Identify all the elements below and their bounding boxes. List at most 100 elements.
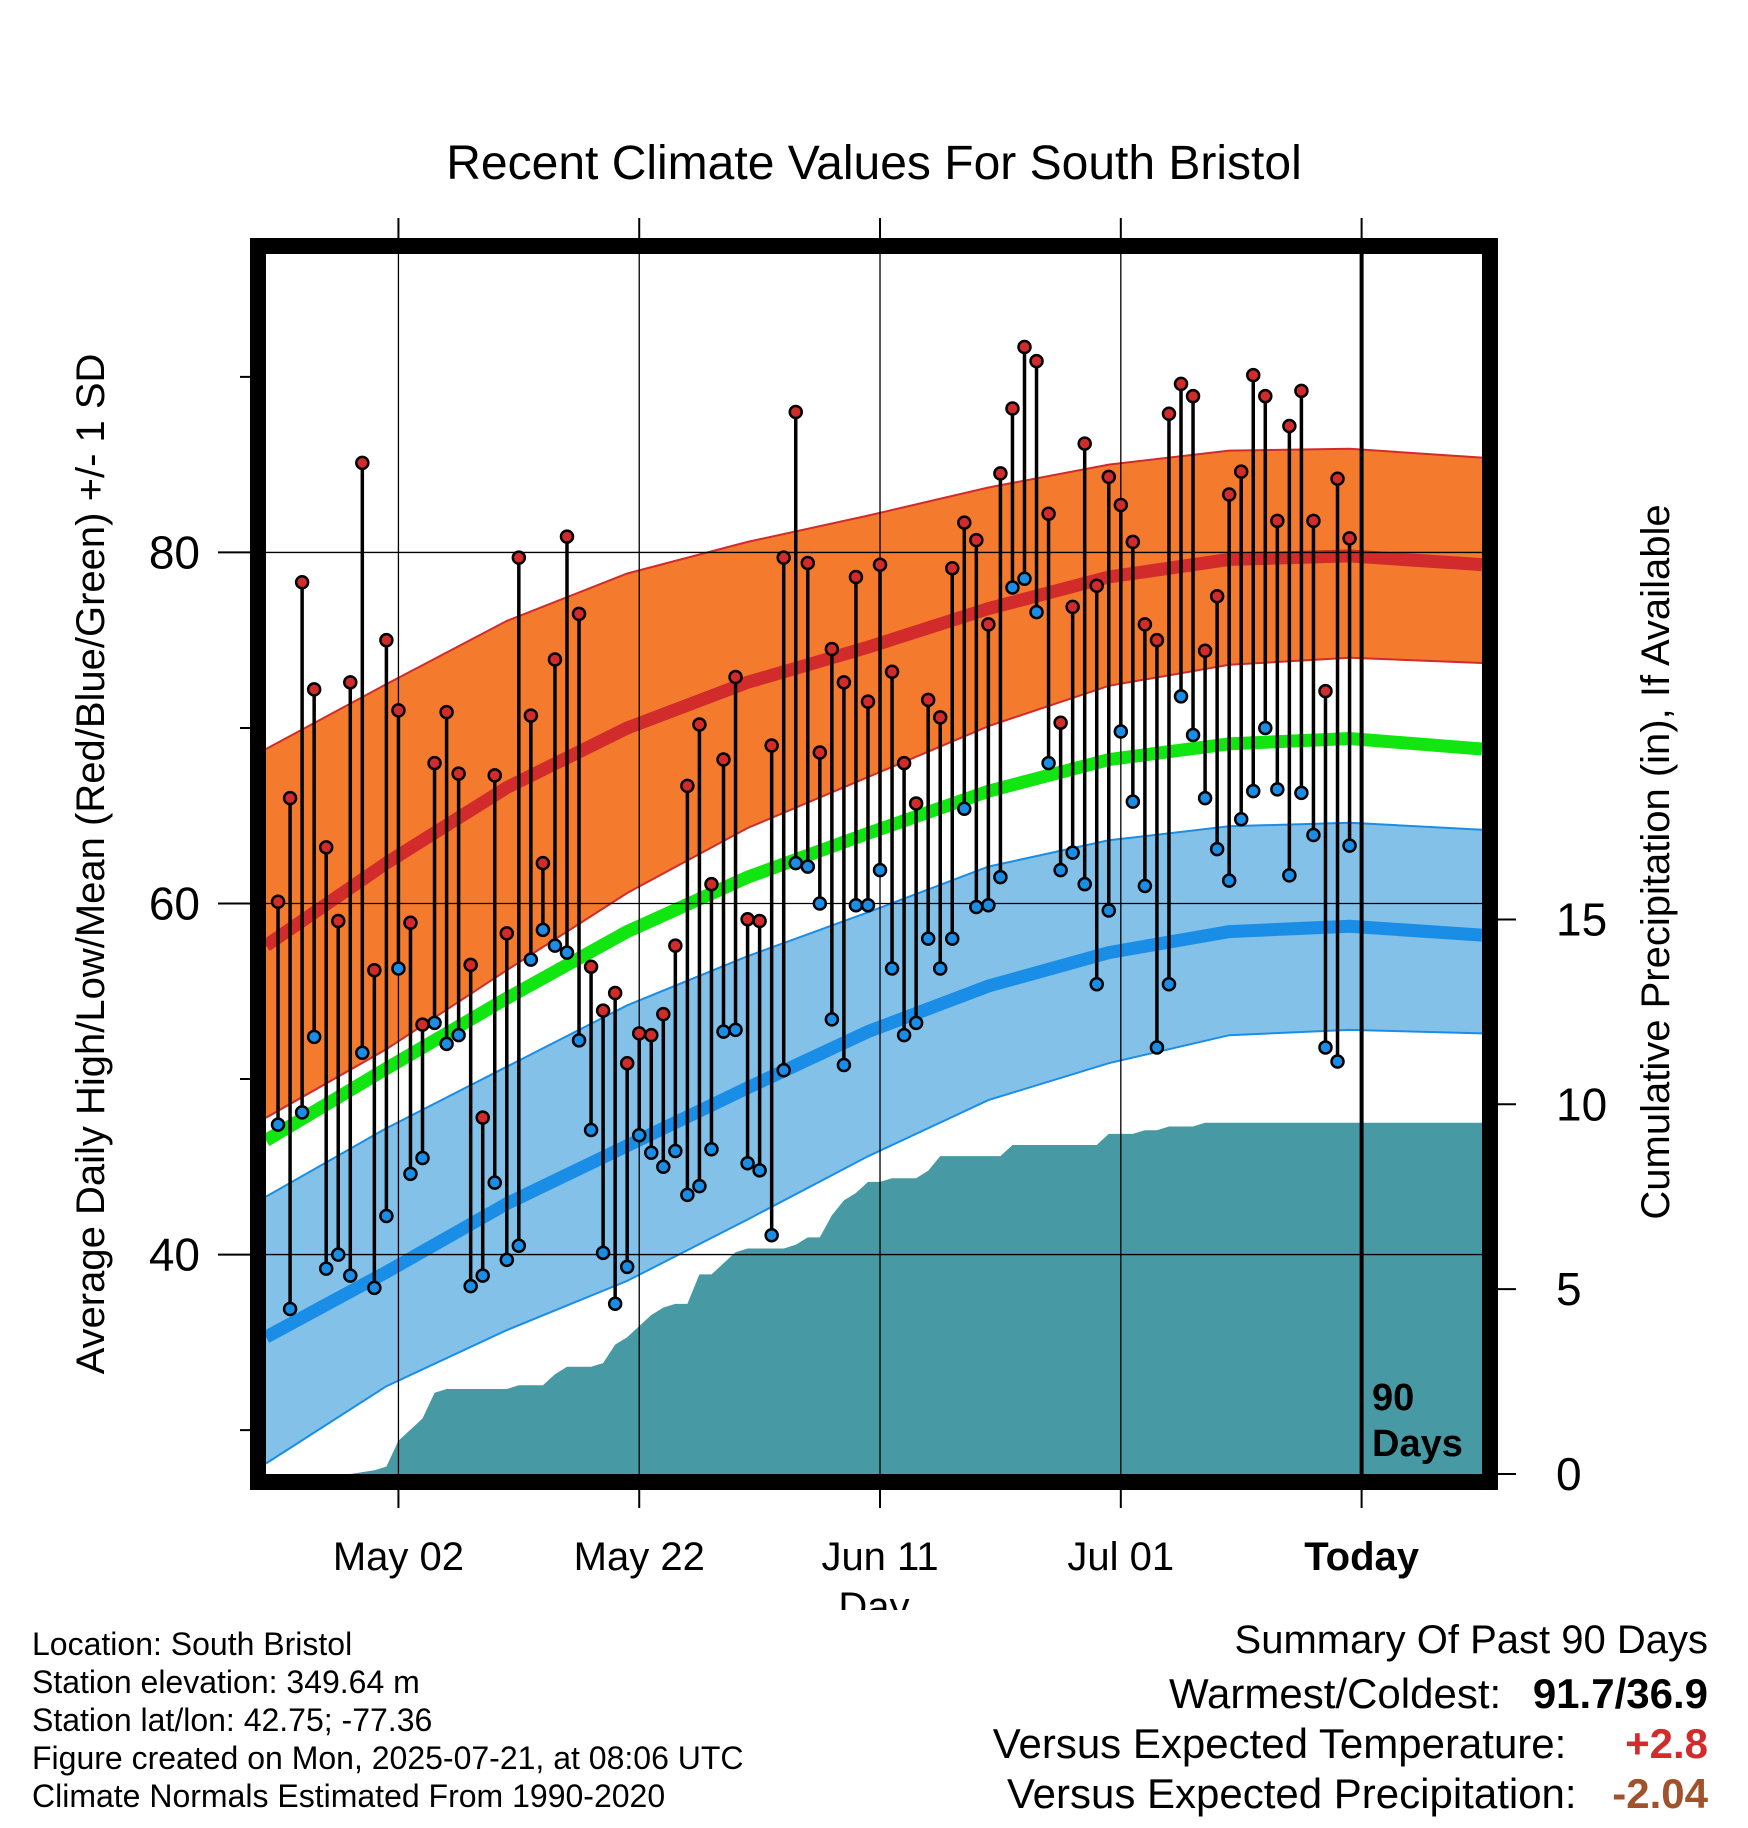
daily-high-point: [330, 913, 346, 929]
daily-high-point: [571, 606, 587, 622]
y-tick-label-left: 60: [149, 877, 200, 929]
daily-high-point: [764, 738, 779, 753]
daily-high-point: [776, 550, 791, 565]
daily-high-point: [1282, 418, 1297, 434]
daily-low-point: [1270, 782, 1285, 797]
daily-high-point: [451, 766, 466, 781]
x-tick-label: Jun 11: [821, 1535, 938, 1579]
daily-low-point: [1149, 1040, 1165, 1055]
daily-high-point: [728, 669, 743, 685]
daily-high-point: [1233, 464, 1249, 479]
daily-high-point: [932, 710, 948, 725]
x-tick-label: Today: [1304, 1535, 1420, 1579]
warm-cold-value: 91.7/36.9: [1532, 1670, 1708, 1717]
daily-low-point: [1330, 1054, 1345, 1069]
daily-low-point: [571, 1033, 587, 1048]
daily-high-point: [1125, 534, 1141, 550]
chart-title: Recent Climate Values For South Bristol: [446, 137, 1301, 190]
daily-high-point: [511, 550, 527, 565]
plot-area: [266, 254, 1482, 1474]
x-tick-label: May 22: [574, 1535, 705, 1579]
daily-low-point: [499, 1252, 515, 1268]
daily-low-point: [860, 898, 876, 913]
daily-low-point: [1041, 755, 1056, 771]
climate-chart: Recent Climate Values For South Bristol …: [69, 137, 1678, 1610]
axes: May 02 May 22 Jun 11 Jul 01 Today 40 60 80 0 5 10 1…: [149, 218, 1607, 1579]
daily-high-point: [499, 926, 515, 941]
y-tick-label-right: 0: [1556, 1448, 1582, 1500]
daily-low-point: [355, 1045, 370, 1060]
daily-high-point: [270, 894, 286, 909]
daily-low-point: [1245, 783, 1261, 799]
x-axis-label: Day: [838, 1585, 909, 1610]
daily-low-point: [1282, 868, 1297, 883]
daily-high-point: [716, 752, 731, 767]
daily-low-point: [1113, 724, 1129, 739]
daily-high-point: [1306, 513, 1321, 529]
daily-low-point: [330, 1247, 346, 1262]
daily-high-point: [1197, 643, 1213, 658]
station-info: Location: South Bristol Station elevatio…: [32, 1625, 744, 1815]
daily-low-point: [884, 961, 900, 976]
daily-high-point: [812, 745, 828, 760]
summary-warm-cold: Warmest/Coldest: 91.7/36.9: [1169, 1670, 1708, 1718]
daily-high-point: [692, 717, 707, 732]
daily-high-point: [788, 404, 803, 420]
daily-high-point: [1077, 436, 1092, 451]
summary-heading: Summary Of Past 90 Days: [1234, 1618, 1708, 1662]
daily-high-point: [427, 755, 442, 771]
daily-high-point: [595, 1003, 611, 1018]
daily-high-point: [800, 555, 816, 571]
daily-high-point: [355, 455, 370, 471]
y-tick-label-right: 5: [1556, 1263, 1582, 1315]
daily-low-point: [957, 801, 972, 816]
daily-high-point: [535, 855, 551, 871]
daily-high-point: [475, 1110, 490, 1125]
daily-low-point: [788, 855, 803, 871]
daily-low-point: [439, 1036, 454, 1052]
precip-anomaly-value: -2.04: [1612, 1770, 1708, 1817]
daily-high-point: [282, 790, 298, 806]
high-sd-band: [266, 448, 1482, 1118]
daily-low-point: [318, 1261, 334, 1276]
daily-high-point: [981, 617, 996, 632]
daily-low-point: [1137, 878, 1153, 894]
summary-temperature: Versus Expected Temperature: +2.8: [993, 1720, 1708, 1768]
plot-frame: [250, 238, 1498, 1490]
daily-low-point: [848, 898, 864, 913]
daily-high-point: [824, 641, 840, 657]
daily-high-point: [343, 675, 358, 690]
daily-high-point: [559, 529, 575, 544]
precip-label: Versus Expected Precipitation:: [1006, 1770, 1577, 1817]
daily-low-point: [1306, 827, 1321, 843]
daily-high-point: [294, 575, 310, 590]
daily-low-point: [1029, 604, 1044, 620]
daily-low-point: [716, 1024, 731, 1039]
daily-high-point: [439, 704, 454, 720]
elevation-text: Station elevation: 349.64 m: [32, 1664, 420, 1700]
daily-high-point: [583, 959, 599, 974]
summary-precipitation: Versus Expected Precipitation: -2.04: [1007, 1770, 1708, 1818]
daily-high-point: [1270, 513, 1285, 529]
daily-low-point: [1125, 794, 1141, 809]
daily-high-point: [908, 796, 924, 811]
daily-high-point: [836, 675, 852, 690]
daily-low-point: [1185, 727, 1201, 743]
daily-high-point: [463, 957, 478, 973]
daily-high-point: [367, 962, 382, 978]
today-marker-label-line2: Days: [1372, 1423, 1463, 1465]
daily-high-point: [1029, 353, 1044, 369]
daily-low-point: [752, 1163, 767, 1178]
daily-low-point: [343, 1268, 358, 1283]
precipitation-area: [266, 1122, 1482, 1474]
daily-low-point: [451, 1027, 466, 1043]
y-tick-label-right: 10: [1556, 1078, 1607, 1130]
daily-low-point: [1053, 862, 1068, 878]
daily-low-point: [1161, 976, 1177, 992]
daily-high-point: [306, 682, 322, 697]
daily-low-point: [740, 1156, 755, 1171]
daily-low-point: [896, 1027, 912, 1043]
y-axis-label-left: Average Daily High/Low/Mean (Red/Blue/Gr…: [69, 354, 113, 1375]
daily-low-point: [812, 896, 828, 911]
daily-low-point: [415, 1150, 430, 1166]
